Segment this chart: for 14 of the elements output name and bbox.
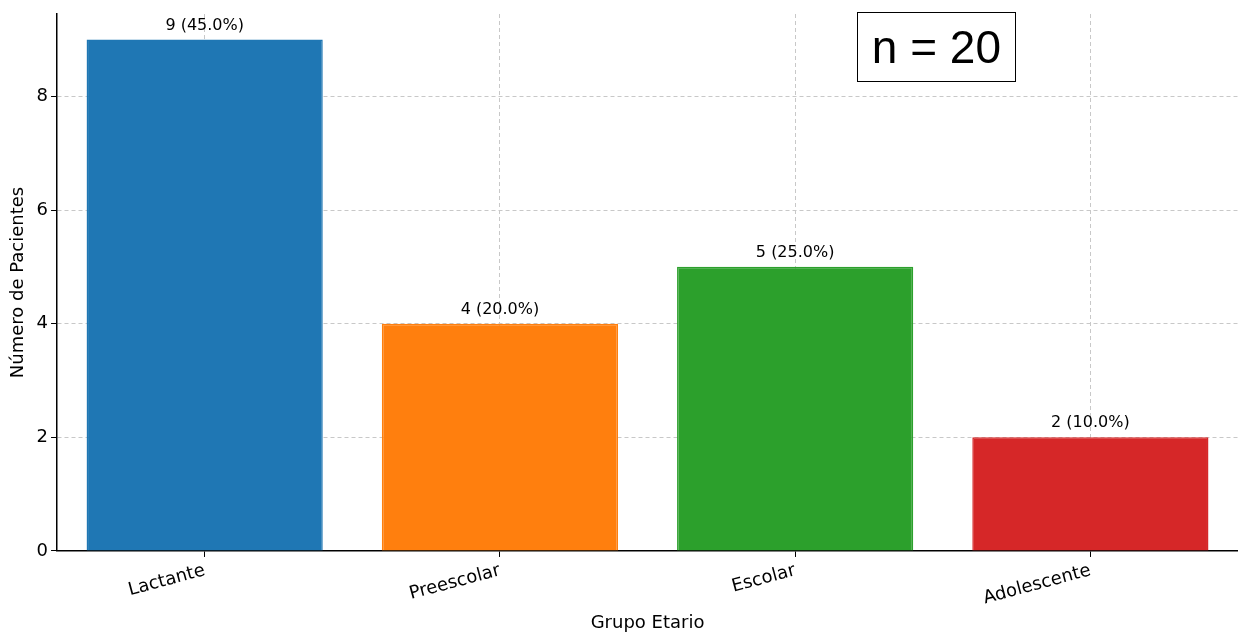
data-label: 5 (25.0%) <box>755 242 835 262</box>
y-tick-label: 4 <box>36 311 49 333</box>
y-tick-label: 0 <box>36 538 49 560</box>
y-tick-label: 6 <box>36 197 49 219</box>
data-label: 9 (45.0%) <box>165 14 244 34</box>
y-tick-label: 2 <box>36 424 49 446</box>
y-tick-label: 8 <box>36 84 49 106</box>
data-label: 4 (20.0%) <box>460 298 540 318</box>
annotation: n = 20 <box>856 12 1016 82</box>
y-axis-title: Número de Pacientes <box>6 186 28 379</box>
data-label: 2 (10.0%) <box>1051 412 1130 432</box>
x-tick-label: Lactante <box>125 558 207 600</box>
x-tick-label: Escolar <box>729 558 798 596</box>
x-axis-title: Grupo Etario <box>590 610 705 632</box>
